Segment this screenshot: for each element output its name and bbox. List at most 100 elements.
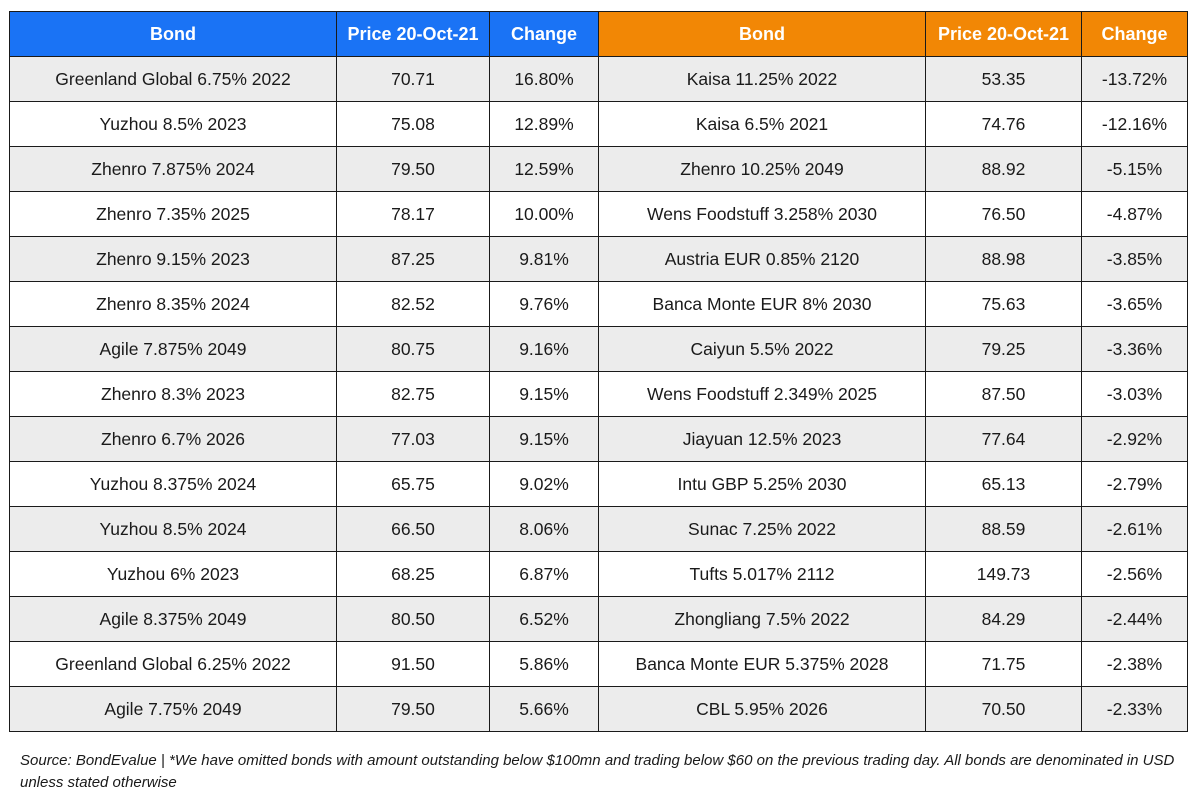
price-gainer-cell: 87.25 <box>336 236 490 282</box>
table-row: Yuzhou 8.375% 2024 65.75 9.02% Intu GBP 5.2… <box>9 461 1188 507</box>
bond-loser-cell: Caiyun 5.5% 2022 <box>598 326 926 372</box>
bond-loser-cell: Jiayuan 12.5% 2023 <box>598 416 926 462</box>
change-loser-cell: -13.72% <box>1081 56 1188 102</box>
price-loser-cell: 79.25 <box>925 326 1082 372</box>
bond-loser-cell: Kaisa 6.5% 2021 <box>598 101 926 147</box>
price-gainer-cell: 80.50 <box>336 596 490 642</box>
table-header-row: Bond Price 20-Oct-21 Change Bond Price 2… <box>9 11 1188 57</box>
change-loser-cell: -2.79% <box>1081 461 1188 507</box>
header-change-losers: Change <box>1081 11 1188 57</box>
change-gainer-cell: 9.15% <box>489 371 599 417</box>
change-gainer-cell: 9.76% <box>489 281 599 327</box>
bond-gainer-cell: Yuzhou 8.375% 2024 <box>9 461 337 507</box>
bond-gainer-cell: Agile 7.875% 2049 <box>9 326 337 372</box>
bond-movers-table: Bond Price 20-Oct-21 Change Bond Price 2… <box>9 11 1188 732</box>
bond-loser-cell: Sunac 7.25% 2022 <box>598 506 926 552</box>
price-loser-cell: 70.50 <box>925 686 1082 732</box>
bond-loser-cell: Zhongliang 7.5% 2022 <box>598 596 926 642</box>
table-row: Agile 7.875% 2049 80.75 9.16% Caiyun 5.5% 2… <box>9 326 1188 372</box>
table-row: Zhenro 7.35% 2025 78.17 10.00% Wens Foodstu… <box>9 191 1188 237</box>
bond-gainer-cell: Zhenro 6.7% 2026 <box>9 416 337 462</box>
price-gainer-cell: 77.03 <box>336 416 490 462</box>
change-gainer-cell: 12.89% <box>489 101 599 147</box>
bond-gainer-cell: Agile 8.375% 2049 <box>9 596 337 642</box>
change-loser-cell: -2.92% <box>1081 416 1188 462</box>
change-loser-cell: -3.65% <box>1081 281 1188 327</box>
price-loser-cell: 84.29 <box>925 596 1082 642</box>
change-loser-cell: -2.56% <box>1081 551 1188 597</box>
change-gainer-cell: 9.81% <box>489 236 599 282</box>
bond-loser-cell: Kaisa 11.25% 2022 <box>598 56 926 102</box>
bond-gainer-cell: Greenland Global 6.75% 2022 <box>9 56 337 102</box>
bond-gainer-cell: Yuzhou 8.5% 2023 <box>9 101 337 147</box>
change-loser-cell: -12.16% <box>1081 101 1188 147</box>
header-bond-gainers: Bond <box>9 11 337 57</box>
change-gainer-cell: 10.00% <box>489 191 599 237</box>
header-price-losers: Price 20-Oct-21 <box>925 11 1082 57</box>
bond-gainer-cell: Zhenro 7.35% 2025 <box>9 191 337 237</box>
change-gainer-cell: 9.16% <box>489 326 599 372</box>
bond-gainer-cell: Yuzhou 6% 2023 <box>9 551 337 597</box>
table-row: Zhenro 6.7% 2026 77.03 9.15% Jiayuan 12.5% … <box>9 416 1188 462</box>
price-loser-cell: 53.35 <box>925 56 1082 102</box>
change-gainer-cell: 6.87% <box>489 551 599 597</box>
change-loser-cell: -2.38% <box>1081 641 1188 687</box>
price-loser-cell: 149.73 <box>925 551 1082 597</box>
header-change-gainers: Change <box>489 11 599 57</box>
bond-gainer-cell: Zhenro 8.35% 2024 <box>9 281 337 327</box>
price-loser-cell: 71.75 <box>925 641 1082 687</box>
bond-gainer-cell: Yuzhou 8.5% 2024 <box>9 506 337 552</box>
table-row: Yuzhou 6% 2023 68.25 6.87% Tufts 5.017% 211… <box>9 551 1188 597</box>
price-gainer-cell: 65.75 <box>336 461 490 507</box>
table-row: Zhenro 8.3% 2023 82.75 9.15% Wens Foodstuff… <box>9 371 1188 417</box>
price-gainer-cell: 80.75 <box>336 326 490 372</box>
bond-loser-cell: Wens Foodstuff 3.258% 2030 <box>598 191 926 237</box>
bond-loser-cell: Wens Foodstuff 2.349% 2025 <box>598 371 926 417</box>
change-gainer-cell: 5.86% <box>489 641 599 687</box>
table-row: Zhenro 8.35% 2024 82.52 9.76% Banca Monte E… <box>9 281 1188 327</box>
price-gainer-cell: 68.25 <box>336 551 490 597</box>
table-row: Yuzhou 8.5% 2023 75.08 12.89% Kaisa 6.5% 20… <box>9 101 1188 147</box>
bond-gainer-cell: Zhenro 7.875% 2024 <box>9 146 337 192</box>
price-gainer-cell: 70.71 <box>336 56 490 102</box>
change-loser-cell: -2.33% <box>1081 686 1188 732</box>
bond-loser-cell: CBL 5.95% 2026 <box>598 686 926 732</box>
bond-loser-cell: Tufts 5.017% 2112 <box>598 551 926 597</box>
table-row: Yuzhou 8.5% 2024 66.50 8.06% Sunac 7.25% 20… <box>9 506 1188 552</box>
bond-loser-cell: Intu GBP 5.25% 2030 <box>598 461 926 507</box>
change-loser-cell: -3.36% <box>1081 326 1188 372</box>
change-loser-cell: -5.15% <box>1081 146 1188 192</box>
bond-loser-cell: Banca Monte EUR 5.375% 2028 <box>598 641 926 687</box>
price-loser-cell: 77.64 <box>925 416 1082 462</box>
table-row: Agile 8.375% 2049 80.50 6.52% Zhongliang 7.… <box>9 596 1188 642</box>
price-gainer-cell: 75.08 <box>336 101 490 147</box>
price-loser-cell: 74.76 <box>925 101 1082 147</box>
change-gainer-cell: 8.06% <box>489 506 599 552</box>
change-gainer-cell: 9.15% <box>489 416 599 462</box>
header-price-gainers: Price 20-Oct-21 <box>336 11 490 57</box>
change-loser-cell: -3.03% <box>1081 371 1188 417</box>
price-gainer-cell: 82.75 <box>336 371 490 417</box>
bond-gainer-cell: Zhenro 8.3% 2023 <box>9 371 337 417</box>
price-loser-cell: 88.59 <box>925 506 1082 552</box>
price-loser-cell: 88.92 <box>925 146 1082 192</box>
price-gainer-cell: 78.17 <box>336 191 490 237</box>
price-loser-cell: 87.50 <box>925 371 1082 417</box>
change-gainer-cell: 16.80% <box>489 56 599 102</box>
bond-loser-cell: Banca Monte EUR 8% 2030 <box>598 281 926 327</box>
price-gainer-cell: 79.50 <box>336 686 490 732</box>
change-loser-cell: -4.87% <box>1081 191 1188 237</box>
price-loser-cell: 76.50 <box>925 191 1082 237</box>
price-loser-cell: 88.98 <box>925 236 1082 282</box>
change-gainer-cell: 5.66% <box>489 686 599 732</box>
bond-gainer-cell: Zhenro 9.15% 2023 <box>9 236 337 282</box>
table-row: Greenland Global 6.25% 2022 91.50 5.86% Ban… <box>9 641 1188 687</box>
change-loser-cell: -2.61% <box>1081 506 1188 552</box>
bond-loser-cell: Austria EUR 0.85% 2120 <box>598 236 926 282</box>
price-gainer-cell: 91.50 <box>336 641 490 687</box>
price-loser-cell: 75.63 <box>925 281 1082 327</box>
source-footnote: Source: BondEvalue | *We have omitted bo… <box>20 752 1175 791</box>
change-gainer-cell: 9.02% <box>489 461 599 507</box>
change-gainer-cell: 12.59% <box>489 146 599 192</box>
table-row: Zhenro 9.15% 2023 87.25 9.81% Austria EUR 0… <box>9 236 1188 282</box>
